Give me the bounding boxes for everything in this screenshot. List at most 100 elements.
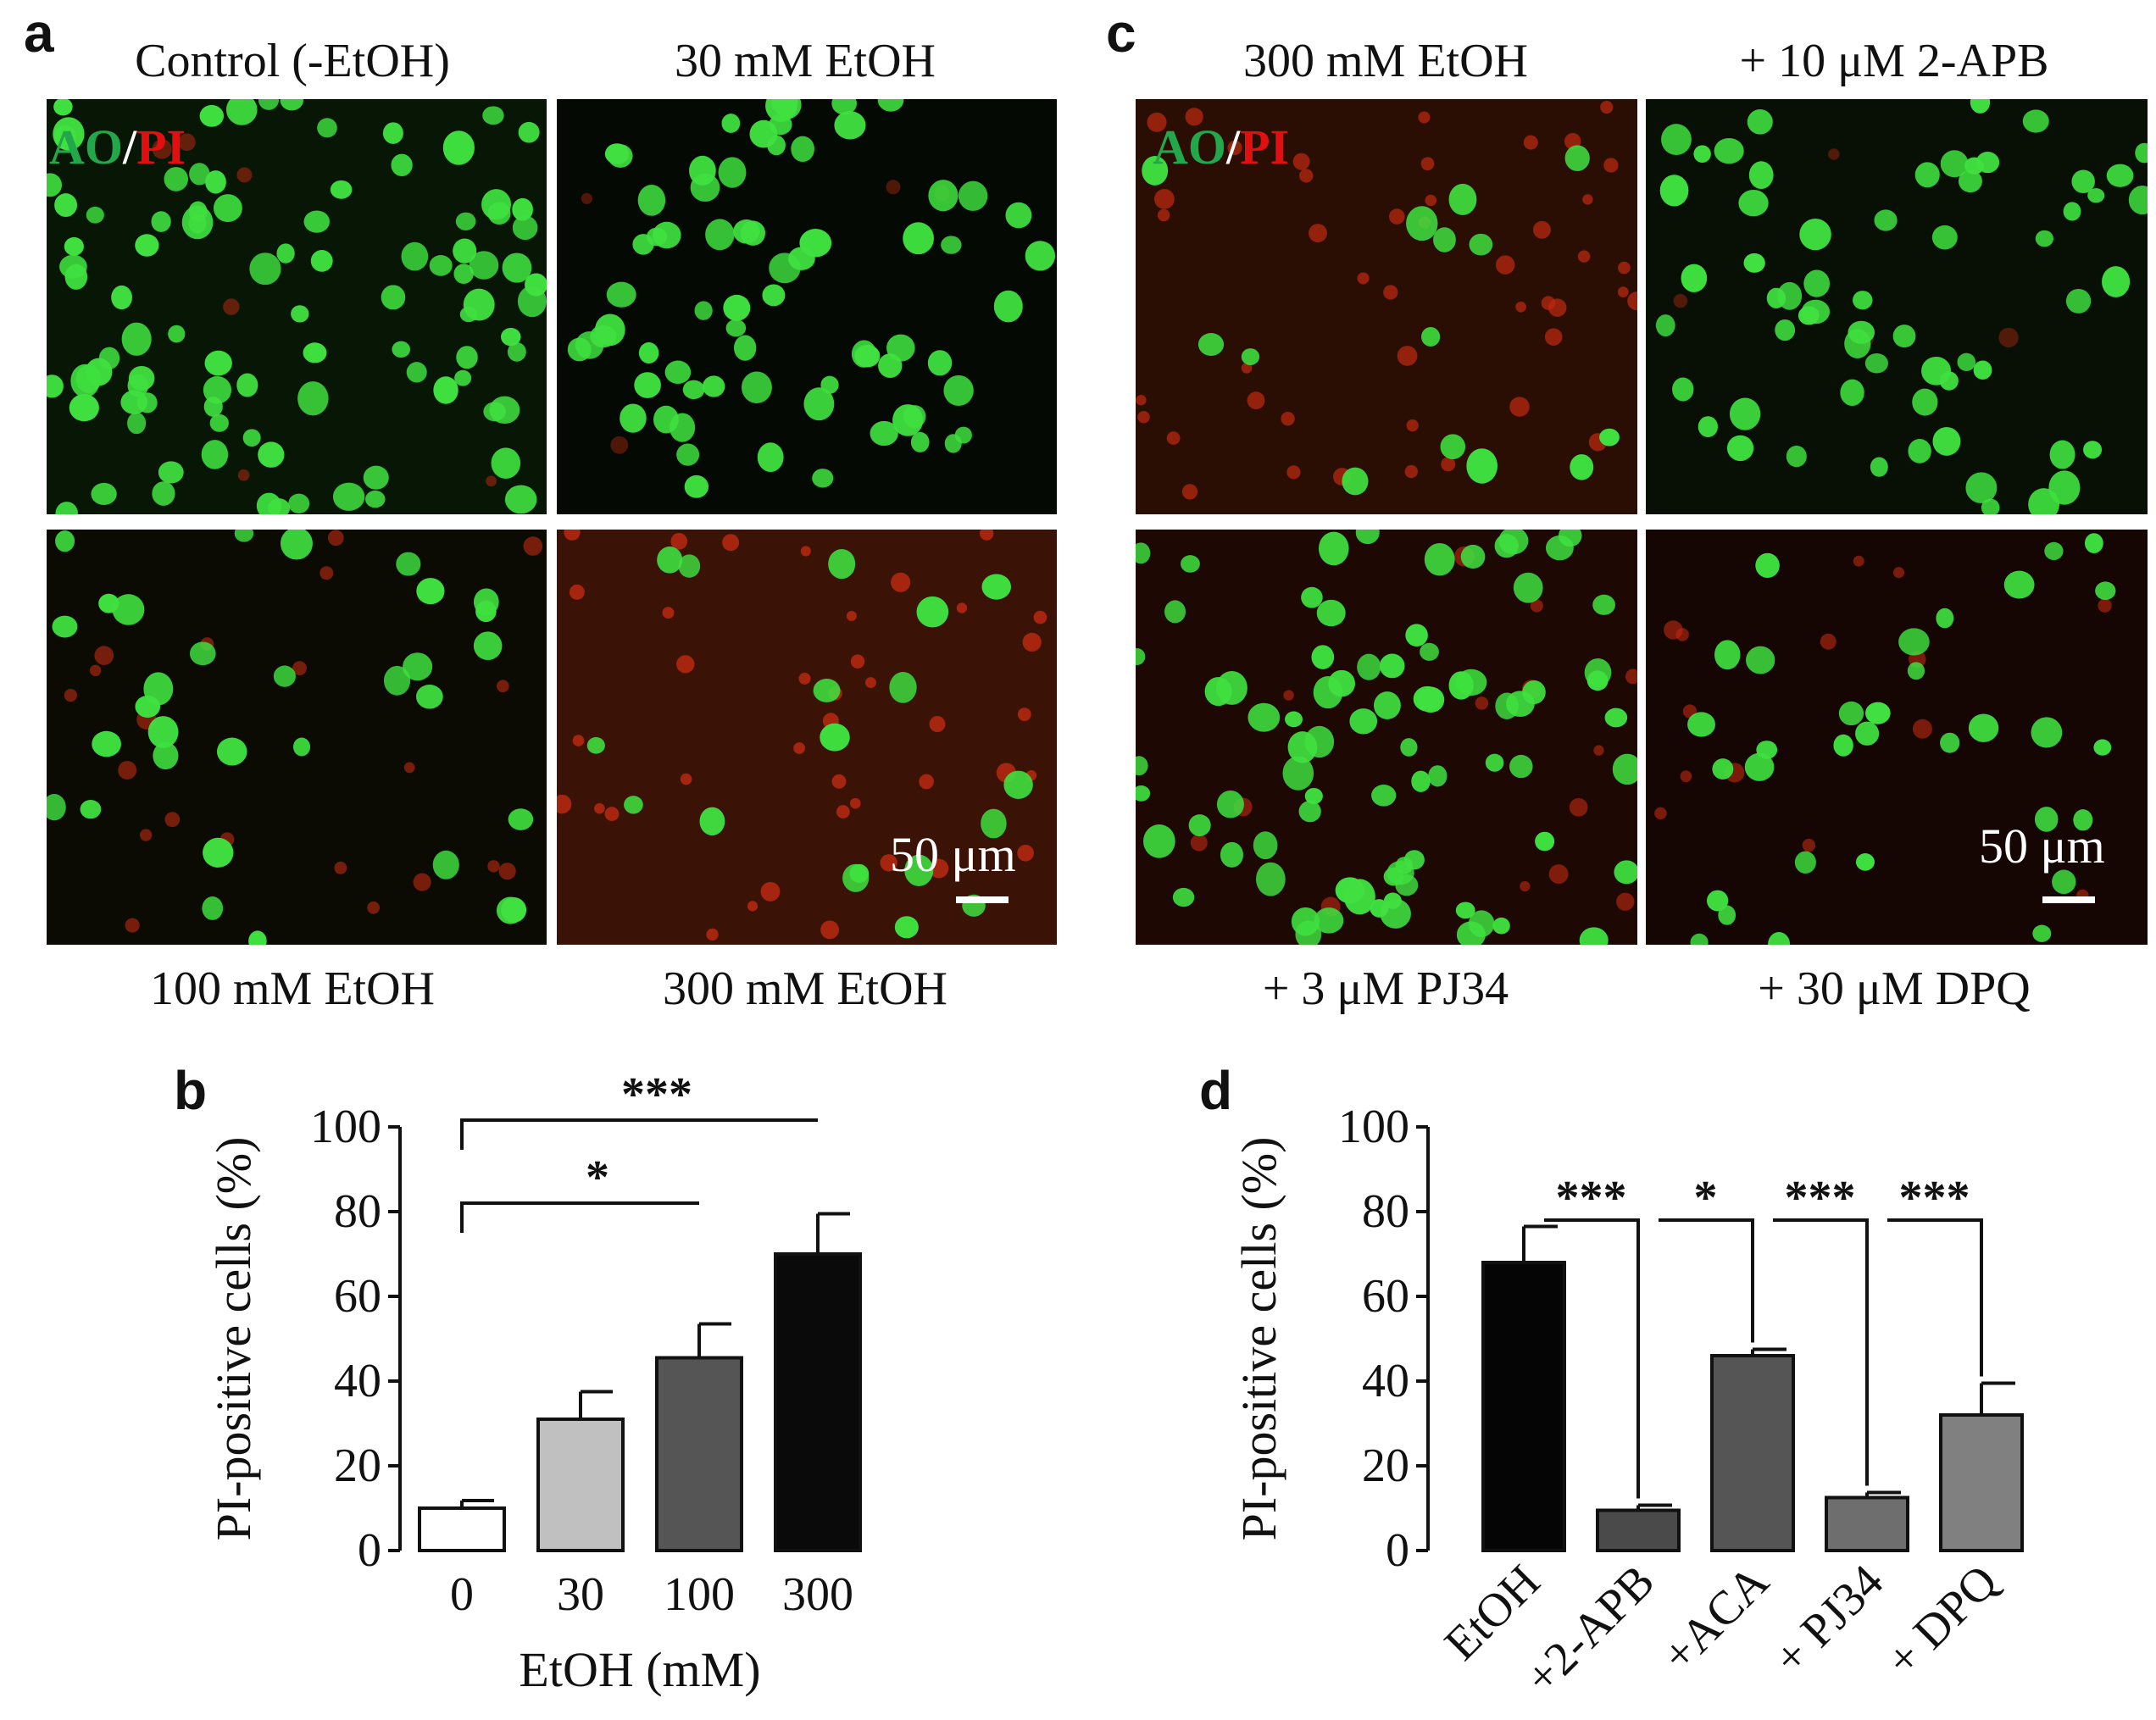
y-tick-label: 80: [1362, 1185, 1409, 1238]
ao-cell: [164, 167, 188, 191]
bar-dpq: [1939, 1413, 2024, 1552]
pi-cell: [1033, 610, 1047, 624]
ao-cell: [657, 547, 683, 574]
ao-cell: [1775, 319, 1796, 341]
ao-cell: [401, 241, 429, 271]
ao-cell: [473, 631, 503, 661]
pi-cell: [1309, 224, 1327, 243]
micrograph-c-300mm: [1136, 99, 1637, 514]
ao-cell: [1181, 555, 1200, 573]
ao-cell: [1301, 586, 1323, 608]
ao-cell: [120, 390, 147, 414]
ao-cell: [1714, 640, 1741, 670]
ao-cell: [1136, 647, 1146, 666]
ao-cell: [518, 121, 540, 143]
ao-cell: [878, 353, 903, 378]
ao-cell: [1777, 281, 1803, 310]
ao-cell: [678, 554, 701, 578]
ao-cell: [1768, 932, 1791, 945]
ao-cell: [1746, 646, 1775, 674]
x-tick-label: 100: [664, 1568, 735, 1621]
pi-cell: [798, 672, 811, 685]
ao-cell: [1907, 662, 1925, 680]
ao-cell: [201, 440, 229, 469]
scale-label-c: 50 μm: [1979, 818, 2105, 874]
ao-cell: [1898, 628, 1930, 656]
ao-cell: [59, 254, 87, 279]
ao-cell: [2084, 533, 2103, 554]
ao-cell: [1964, 157, 1984, 175]
pi-cell: [1136, 395, 1147, 406]
ao-cell: [2022, 109, 2049, 133]
pi-cell: [94, 646, 114, 665]
ao-cell: [834, 111, 866, 140]
ao-cell: [512, 215, 538, 241]
pi-cell: [979, 530, 994, 541]
bar-300: [774, 1252, 862, 1552]
ao-cell: [273, 665, 296, 687]
ao-cell: [1744, 752, 1775, 781]
ao-cell: [111, 285, 132, 310]
pi-cell: [1181, 484, 1198, 500]
pi-cell: [1241, 363, 1253, 374]
ao-cell: [1690, 933, 1709, 945]
ao-cell: [1379, 653, 1405, 679]
ao-cell: [317, 118, 337, 138]
pi-cell: [367, 901, 381, 914]
pi-cell: [760, 881, 781, 902]
pi-cell: [1017, 844, 1034, 862]
stain-sep: /: [123, 119, 137, 175]
ao-cell: [1659, 175, 1689, 207]
ao-cell: [391, 153, 413, 177]
ao-cell: [1729, 397, 1761, 430]
ao-cell: [381, 285, 406, 310]
pi-cell: [722, 534, 740, 552]
bar-etoh: [1481, 1261, 1566, 1552]
ao-cell: [1614, 860, 1637, 885]
ao-cell: [1892, 325, 1916, 348]
pi-cell: [594, 802, 605, 814]
pi-cell: [487, 860, 500, 873]
ao-cell: [469, 251, 499, 280]
ao-cell: [903, 405, 926, 428]
ao-cell: [1853, 291, 1873, 310]
pi-cell: [1680, 770, 1692, 783]
ao-cell: [225, 99, 258, 125]
ao-cell: [1380, 898, 1411, 929]
pi-cell: [1853, 555, 1864, 567]
ao-cell: [1855, 721, 1880, 746]
ao-cell: [507, 341, 526, 362]
pi-cell: [880, 854, 897, 872]
ao-cell: [828, 548, 856, 580]
ao-cell: [489, 396, 520, 424]
ao-cell: [1833, 734, 1853, 757]
panel-label-b: b: [174, 1060, 208, 1121]
pi-cell: [1299, 169, 1314, 183]
ao-cell: [491, 447, 521, 479]
ao-cell: [249, 252, 281, 286]
ao-cell: [762, 284, 786, 307]
pi-cell: [676, 655, 695, 674]
pi-cell: [1495, 255, 1515, 275]
pi-cell: [1532, 220, 1551, 239]
ao-cell: [620, 403, 647, 433]
significance-star: *: [586, 1151, 609, 1204]
ao-cell: [406, 362, 427, 383]
ao-cell: [1799, 218, 1831, 251]
ao-cell: [1786, 445, 1807, 468]
stain-label-c: AO/PI: [1153, 119, 1289, 175]
ao-cell: [1413, 685, 1442, 712]
ao-cell: [916, 596, 949, 628]
ao-cell: [705, 219, 735, 251]
ao-cell: [280, 530, 313, 560]
ao-cell: [202, 896, 224, 920]
ao-cell: [203, 375, 232, 404]
ao-cell: [1421, 327, 1441, 347]
ao-cell: [1492, 917, 1510, 935]
ao-cell: [2052, 869, 2076, 895]
ao-cell: [55, 502, 78, 514]
ao-cell: [1460, 544, 1486, 569]
ao-cell: [258, 99, 280, 110]
micrograph-dpq: [1646, 530, 2148, 945]
